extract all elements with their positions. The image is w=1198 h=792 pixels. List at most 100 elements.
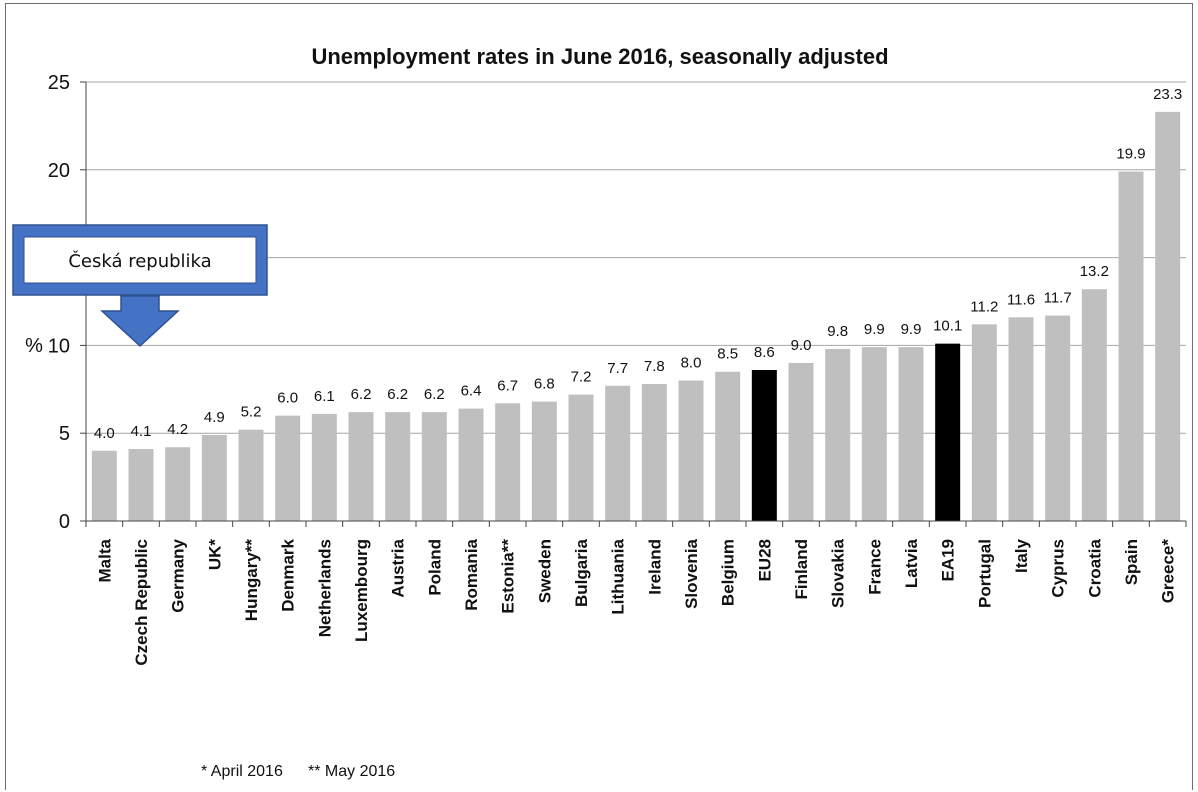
category-label: Austria xyxy=(389,538,408,597)
bar xyxy=(1081,289,1107,521)
bar xyxy=(165,447,191,521)
category-label: Sweden xyxy=(535,539,554,603)
value-label: 7.7 xyxy=(607,360,628,377)
value-label: 4.9 xyxy=(204,409,225,426)
category-label: Romania xyxy=(462,538,481,610)
value-label: 6.4 xyxy=(461,383,482,400)
bars xyxy=(91,111,1181,522)
bar xyxy=(385,412,411,521)
category-label: UK* xyxy=(205,539,224,571)
value-label: 9.8 xyxy=(827,323,848,340)
bar xyxy=(495,403,521,521)
value-label: 11.6 xyxy=(1007,291,1035,308)
y-axis-label: % xyxy=(25,335,43,357)
bar xyxy=(1008,317,1034,521)
category-label: Bulgaria xyxy=(572,538,591,607)
value-label: 11.2 xyxy=(970,298,998,315)
y-axis: 0510152025 xyxy=(48,72,87,533)
bar xyxy=(935,343,961,521)
value-label: 5.2 xyxy=(241,404,262,421)
y-tick-label: 20 xyxy=(48,160,70,182)
category-label: Greece* xyxy=(1159,539,1178,604)
bar xyxy=(311,413,337,521)
category-label: Slovakia xyxy=(829,538,848,608)
value-label: 6.8 xyxy=(534,376,555,393)
value-label: 6.0 xyxy=(277,390,298,407)
category-label: Hungary** xyxy=(242,539,261,622)
value-label: 7.8 xyxy=(644,358,665,375)
bar xyxy=(421,412,447,521)
bar xyxy=(971,324,997,521)
value-label: 6.7 xyxy=(497,377,518,394)
value-label: 6.1 xyxy=(314,388,335,405)
category-label: Spain xyxy=(1122,539,1141,585)
bar xyxy=(91,450,117,521)
category-label: Malta xyxy=(95,538,114,582)
category-label: Finland xyxy=(792,539,811,599)
value-label: 7.2 xyxy=(571,369,592,386)
value-label: 8.5 xyxy=(717,346,738,363)
category-label: Portugal xyxy=(975,539,994,608)
value-label: 13.2 xyxy=(1080,263,1109,280)
category-labels: Malta Czech Republic Germany UK* Hungary** De… xyxy=(95,538,1177,665)
category-label: Luxembourg xyxy=(352,539,371,642)
chart-title: Unemployment rates in June 2016, seasona… xyxy=(311,44,888,69)
y-tick-label: 10 xyxy=(48,335,70,357)
bar xyxy=(128,449,154,521)
category-label: Croatia xyxy=(1085,538,1104,597)
bar xyxy=(348,412,374,521)
bar xyxy=(1155,111,1181,522)
value-label: 8.6 xyxy=(754,344,775,361)
bar xyxy=(568,394,594,521)
category-label: Italy xyxy=(1012,538,1031,573)
category-label: Netherlands xyxy=(315,539,334,637)
callout-label: Česká republika xyxy=(68,250,211,272)
category-label: Estonia** xyxy=(499,539,518,614)
footnote-may: ** May 2016 xyxy=(308,763,395,780)
bar xyxy=(275,415,301,521)
callout-box xyxy=(23,236,257,284)
category-label: Slovenia xyxy=(682,538,701,608)
value-label: 4.2 xyxy=(167,421,188,438)
chart-frame xyxy=(5,3,1193,790)
y-tick-label: 0 xyxy=(59,511,70,533)
category-label: Cyprus xyxy=(1049,539,1068,598)
category-label: France xyxy=(865,539,884,595)
value-label: 4.0 xyxy=(94,425,115,442)
value-label: 6.2 xyxy=(387,386,408,403)
bar xyxy=(458,408,484,521)
value-label: 6.2 xyxy=(351,386,372,403)
value-label: 10.1 xyxy=(933,318,962,335)
bar xyxy=(788,362,814,521)
category-label: Lithuania xyxy=(609,538,628,614)
category-label: EA19 xyxy=(939,539,958,582)
bar xyxy=(861,347,887,521)
value-label: 4.1 xyxy=(131,423,152,440)
bar xyxy=(825,348,851,521)
value-label: 9.0 xyxy=(791,337,812,354)
category-label: Poland xyxy=(425,539,444,596)
down-arrow-icon xyxy=(100,295,180,348)
value-labels: 4.0 4.1 4.2 4.9 5.2 6.0 6.1 6.2 6.2 6.2 6.4 6.7 6.8 7… xyxy=(94,86,1182,442)
category-label: Czech Republic xyxy=(132,539,151,666)
bar xyxy=(201,434,227,521)
category-label: Denmark xyxy=(279,538,298,611)
bar xyxy=(641,384,667,521)
bar xyxy=(715,371,741,521)
category-label: Belgium xyxy=(719,539,738,606)
bar xyxy=(678,380,704,521)
value-label: 6.2 xyxy=(424,386,445,403)
gridlines xyxy=(86,81,1186,434)
bar xyxy=(238,429,264,521)
value-label: 19.9 xyxy=(1116,146,1145,163)
x-axis xyxy=(85,520,1187,527)
category-label: Germany xyxy=(169,538,188,612)
bar xyxy=(751,369,777,521)
bar xyxy=(531,401,557,521)
value-label: 9.9 xyxy=(901,321,922,338)
value-label: 9.9 xyxy=(864,321,885,338)
category-label: EU28 xyxy=(755,539,774,582)
category-label: Ireland xyxy=(645,539,664,595)
bar xyxy=(1118,171,1144,521)
